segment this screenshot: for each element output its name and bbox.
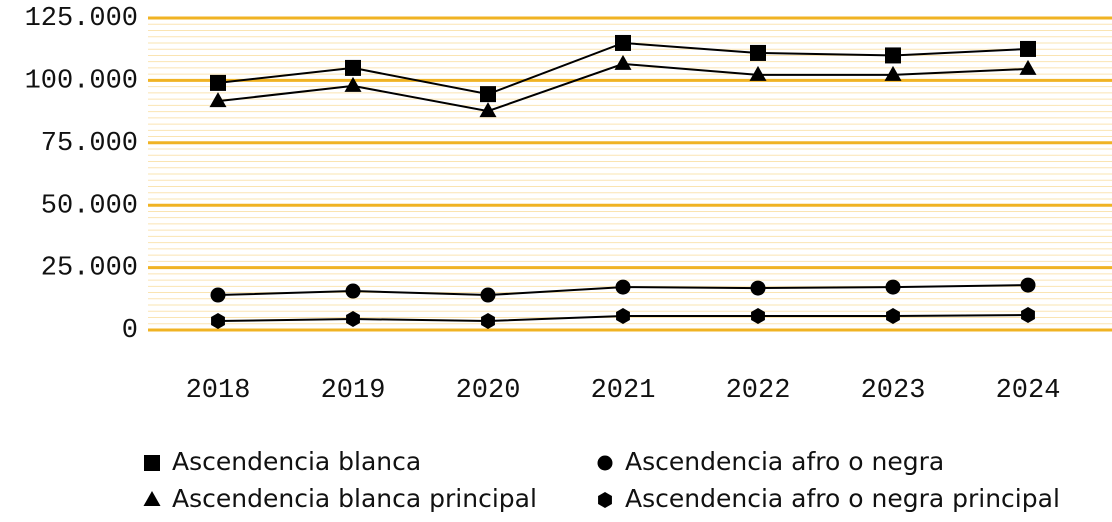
marker-square: [885, 47, 901, 64]
marker-square: [480, 86, 496, 103]
marker-triangle: [614, 54, 632, 70]
marker-square: [615, 34, 631, 51]
x-tick-label: 2022: [726, 376, 791, 406]
x-tick-label: 2024: [996, 376, 1061, 406]
legend-label: Ascendencia blanca: [172, 447, 421, 476]
marker-square: [144, 455, 160, 471]
legend-label: Ascendencia blanca principal: [172, 484, 537, 513]
series-line: [217, 62, 1029, 113]
marker-hexagon: [481, 313, 495, 330]
marker-triangle: [749, 65, 767, 81]
marker-triangle: [344, 76, 362, 92]
marker-square: [345, 59, 361, 76]
marker-triangle: [884, 65, 902, 81]
marker-hexagon: [886, 308, 900, 325]
y-tick-label: 50.000: [41, 191, 138, 221]
marker-hexagon: [598, 492, 612, 508]
x-tick-label: 2023: [861, 376, 926, 406]
marker-triangle: [1019, 59, 1037, 75]
marker-circle: [615, 279, 631, 295]
y-tick-label: 125.000: [25, 4, 138, 34]
marker-hexagon: [211, 313, 225, 330]
marker-hexagon: [751, 308, 765, 325]
marker-circle: [885, 279, 901, 295]
marker-square: [210, 74, 226, 91]
marker-hexagon: [346, 311, 360, 328]
marker-circle: [210, 287, 226, 303]
marker-triangle: [209, 92, 227, 108]
legend-label: Ascendencia afro o negra: [625, 447, 944, 476]
y-tick-label: 75.000: [41, 129, 138, 159]
x-tick-label: 2020: [456, 376, 521, 406]
marker-circle: [597, 455, 613, 471]
marker-hexagon: [1021, 307, 1035, 324]
x-tick-label: 2019: [321, 376, 386, 406]
y-tick-label: 100.000: [25, 67, 138, 97]
marker-square: [750, 44, 766, 61]
x-tick-label: 2021: [591, 376, 656, 406]
marker-circle: [750, 280, 766, 296]
y-tick-label: 25.000: [41, 254, 138, 284]
marker-triangle: [479, 102, 497, 118]
x-tick-label: 2018: [186, 376, 251, 406]
marker-triangle: [143, 491, 161, 506]
legend-label: Ascendencia afro o negra principal: [625, 484, 1060, 513]
marker-circle: [1020, 277, 1036, 293]
marker-hexagon: [616, 308, 630, 325]
y-tick-label: 0: [122, 316, 138, 346]
marker-square: [1020, 40, 1036, 57]
marker-circle: [480, 287, 496, 303]
marker-circle: [345, 283, 361, 299]
